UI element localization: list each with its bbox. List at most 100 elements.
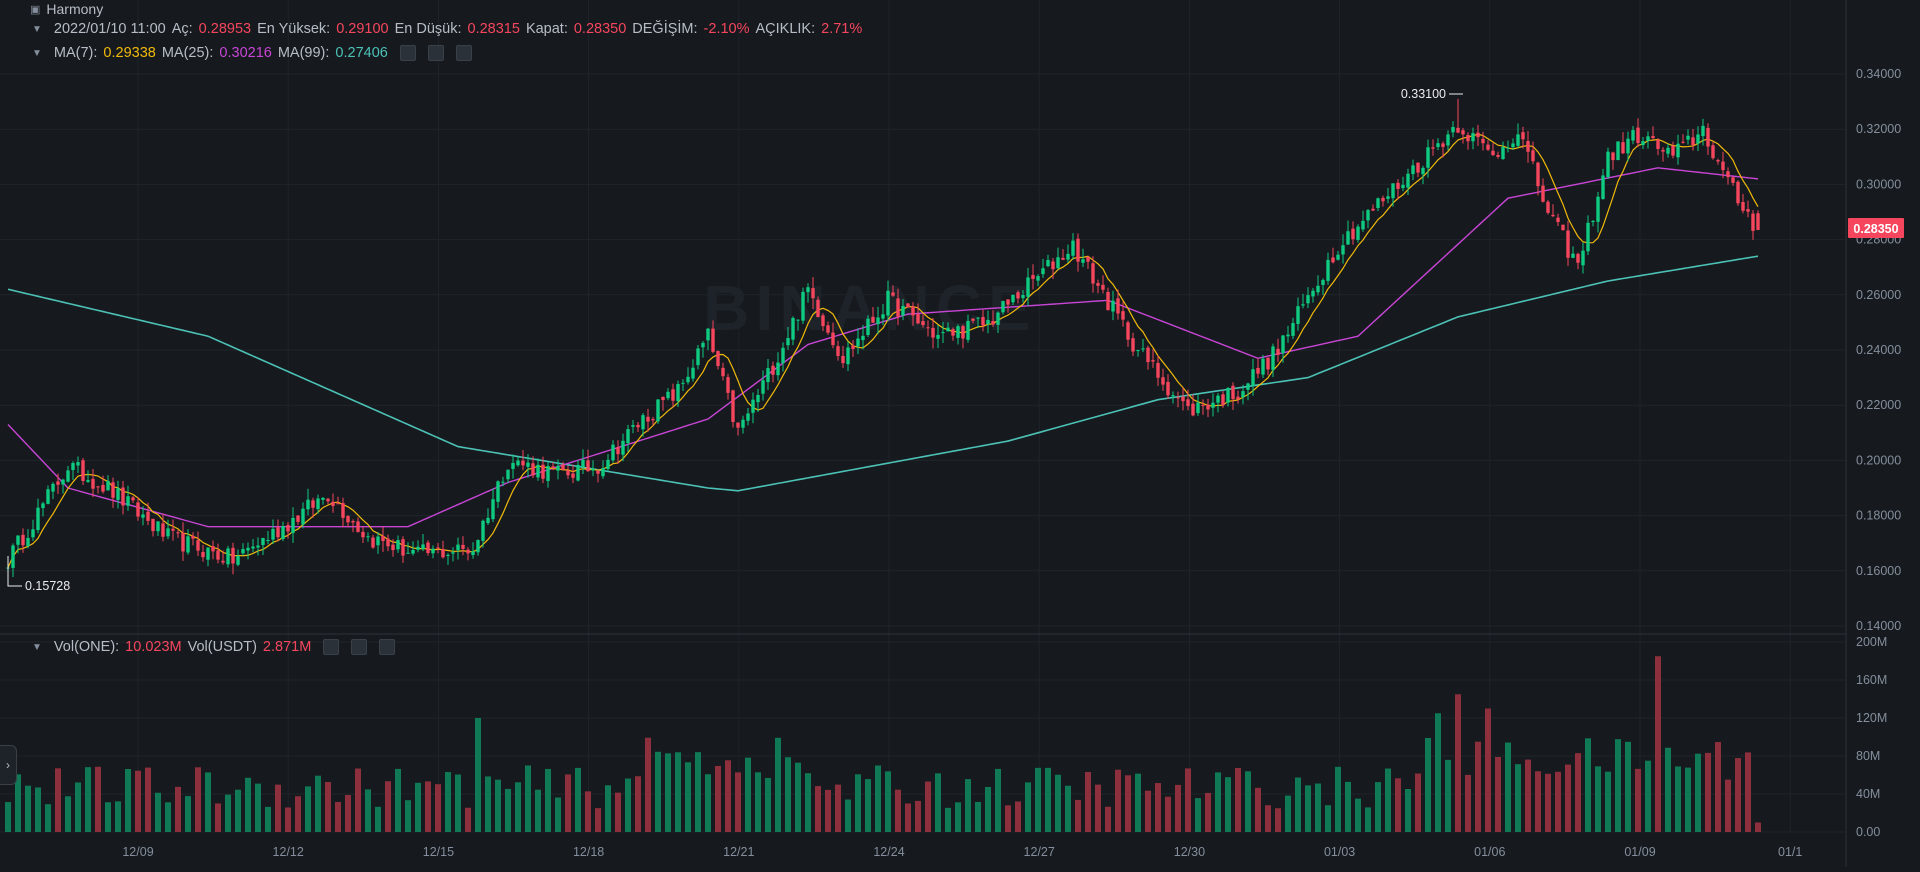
candle-body xyxy=(511,462,515,469)
candle-body xyxy=(1466,135,1470,142)
candle-body xyxy=(1331,257,1335,263)
candle-body xyxy=(381,535,385,542)
candle-body xyxy=(1186,399,1190,407)
vol-visibility-icon[interactable] xyxy=(323,639,340,655)
candle-body xyxy=(921,321,925,326)
volume-bar xyxy=(1095,784,1101,832)
volume-bar xyxy=(1735,758,1741,832)
volume-bar xyxy=(655,751,661,832)
volume-bar xyxy=(1045,767,1051,832)
volume-bar xyxy=(355,768,361,832)
volume-bar xyxy=(975,801,981,832)
collapse-caret-icon[interactable]: ▼ xyxy=(32,23,42,35)
volume-bar xyxy=(1405,788,1411,832)
volume-bar xyxy=(1585,738,1591,832)
candle-body xyxy=(1566,230,1570,258)
candle-body xyxy=(616,447,620,455)
candle-body xyxy=(1256,367,1260,374)
ma-visibility-icon[interactable] xyxy=(399,45,416,61)
volume-bar xyxy=(865,779,871,832)
candle-body xyxy=(546,465,550,481)
candle-body xyxy=(1681,141,1685,143)
volume-bar xyxy=(325,781,331,832)
candle-body xyxy=(271,528,275,540)
ma-close-icon[interactable] xyxy=(455,45,472,61)
candle-body xyxy=(611,444,615,461)
candle-body xyxy=(1696,134,1700,144)
candle-body xyxy=(1431,147,1435,149)
volume-bar xyxy=(145,767,151,832)
candle-body xyxy=(376,536,380,546)
candle-body xyxy=(351,521,355,523)
candle-body xyxy=(791,318,795,340)
vol-close-icon[interactable] xyxy=(379,639,396,655)
candle-body xyxy=(1371,208,1375,211)
candle-body xyxy=(891,292,895,296)
candle-body xyxy=(1226,387,1230,403)
candle-body xyxy=(1526,140,1530,152)
volume-bar xyxy=(1235,767,1241,832)
volume-axis[interactable]: 200M 160M 120M 80M 40M 0.00 xyxy=(1856,635,1887,839)
volume-bar xyxy=(885,771,891,832)
ma-settings-icon[interactable] xyxy=(427,45,444,61)
volume-bar xyxy=(1595,766,1601,832)
volume-bar xyxy=(845,799,851,832)
candle-body xyxy=(571,473,575,478)
volume-bar xyxy=(695,752,701,832)
volume-bar xyxy=(205,772,211,832)
ma-collapse-caret-icon[interactable]: ▼ xyxy=(32,47,42,59)
volume-bar xyxy=(255,783,261,832)
volume-tick-label: 120M xyxy=(1856,711,1887,725)
time-axis[interactable]: 12/09 12/12 12/15 12/18 12/21 12/24 12/27 12/30… xyxy=(122,845,1802,859)
candle-body xyxy=(491,499,495,520)
candle-body xyxy=(906,303,910,308)
volume-bar xyxy=(1625,741,1631,832)
candle-body xyxy=(696,348,700,366)
ohlc-legend: ▼ 2022/01/10 11:00 Aç: 0.28953 En Yüksek… xyxy=(32,21,862,37)
candle-body xyxy=(1116,298,1120,314)
price-tick-label: 0.32000 xyxy=(1856,122,1901,136)
volume-bar xyxy=(35,787,41,832)
candle-body xyxy=(56,481,60,485)
candle-body xyxy=(1706,127,1710,147)
candle-body xyxy=(1416,162,1420,173)
candle-body xyxy=(1476,132,1480,138)
volume-bar xyxy=(1475,741,1481,832)
candle-body xyxy=(776,362,780,376)
candle-body xyxy=(721,367,725,377)
candle-body xyxy=(236,555,240,565)
volume-bar xyxy=(1435,713,1441,832)
candle-body xyxy=(591,468,595,471)
candle-body xyxy=(1311,290,1315,297)
volume-bar xyxy=(755,772,761,832)
vol-collapse-caret-icon[interactable]: ▼ xyxy=(32,641,42,653)
candle-body xyxy=(1326,259,1330,281)
candle-body xyxy=(1061,257,1065,260)
candle-body xyxy=(1741,202,1745,211)
candle-body xyxy=(581,459,585,468)
candle-body xyxy=(1441,143,1445,147)
candle-body xyxy=(241,549,245,554)
candle-body xyxy=(636,424,640,428)
candle-body xyxy=(1191,403,1195,416)
vol-settings-icon[interactable] xyxy=(351,639,368,655)
candle-body xyxy=(1196,402,1200,414)
candle-body xyxy=(746,413,750,421)
candle-body xyxy=(631,425,635,427)
candle-body xyxy=(711,328,715,352)
high-annotation: 0.33100 xyxy=(1401,87,1463,101)
candle-body xyxy=(1211,402,1215,408)
volume-bar xyxy=(1695,753,1701,832)
price-tick-label: 0.18000 xyxy=(1856,509,1901,523)
candle-body xyxy=(136,502,140,517)
candle-body xyxy=(1586,222,1590,252)
candle-body xyxy=(641,415,645,430)
candle-body xyxy=(1726,171,1730,178)
volume-bar xyxy=(1465,774,1471,832)
price-axis[interactable]: 0.340000.320000.300000.280000.260000.240… xyxy=(1856,67,1901,633)
expand-sidebar-chevron-icon[interactable]: › xyxy=(0,745,17,785)
candle-body xyxy=(856,338,860,347)
volume-bar xyxy=(1495,756,1501,832)
